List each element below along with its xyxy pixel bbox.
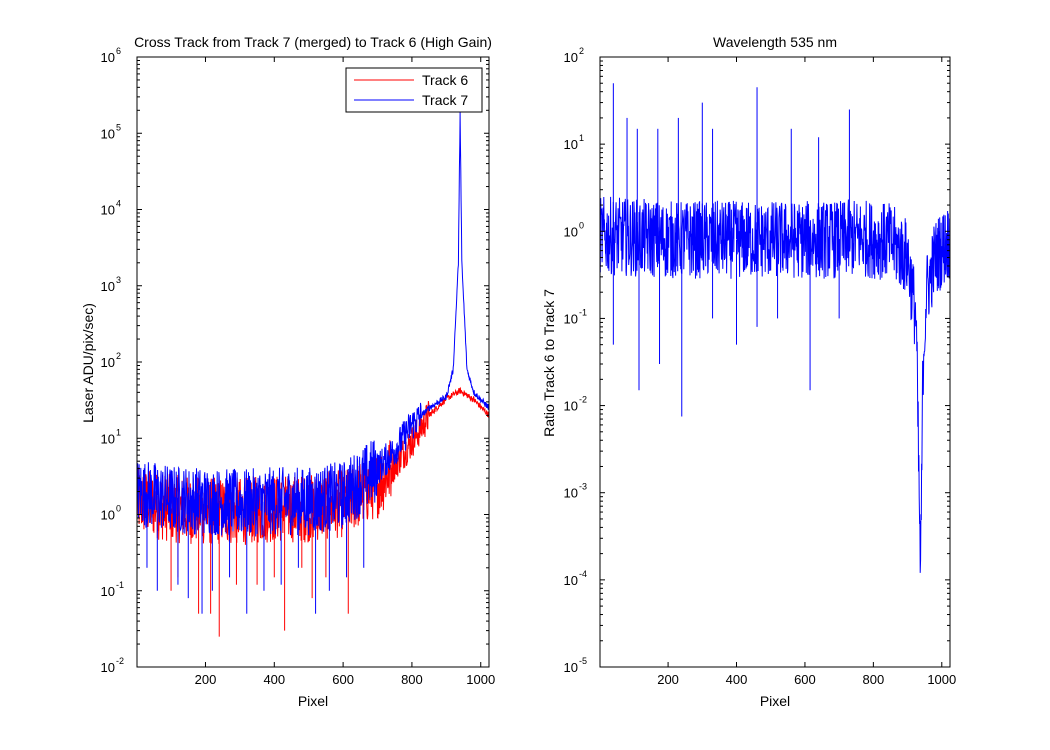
y-tick-label: 10 xyxy=(101,279,115,294)
y-tick-label: 10 xyxy=(564,573,578,588)
x-tick-label: 600 xyxy=(794,672,816,687)
y-axis-label: Ratio Track 6 to Track 7 xyxy=(541,289,557,437)
x-tick-label: 600 xyxy=(332,672,354,687)
y-tick-label: 10 xyxy=(101,50,115,65)
y-tick-exponent: 2 xyxy=(579,46,584,56)
y-tick-label: 10 xyxy=(564,486,578,501)
y-tick-label: 10 xyxy=(101,355,115,370)
legend-label: Track 6 xyxy=(422,72,468,88)
chart-title: Cross Track from Track 7 (merged) to Tra… xyxy=(134,34,492,50)
cross-track-chart: Cross Track from Track 7 (merged) to Tra… xyxy=(80,34,495,709)
y-tick-label: 10 xyxy=(564,311,578,326)
legend-label: Track 7 xyxy=(422,92,468,108)
x-axis-label: Pixel xyxy=(298,693,328,709)
x-tick-label: 400 xyxy=(726,672,748,687)
x-tick-label: 400 xyxy=(263,672,285,687)
x-tick-label: 800 xyxy=(401,672,423,687)
y-tick-label: 10 xyxy=(564,660,578,675)
series-group xyxy=(137,112,489,637)
y-tick-label: 10 xyxy=(101,508,115,523)
legend-box xyxy=(345,67,483,113)
y-tick-label: 10 xyxy=(101,126,115,141)
y-tick-exponent: 4 xyxy=(116,199,121,209)
y-tick-exponent: -1 xyxy=(579,307,587,317)
x-tick-label: 200 xyxy=(195,672,217,687)
x-tick-label: 1000 xyxy=(466,672,495,687)
y-tick-exponent: 1 xyxy=(579,133,584,143)
y-tick-label: 10 xyxy=(101,431,115,446)
y-tick-exponent: 1 xyxy=(116,427,121,437)
y-tick-exponent: 6 xyxy=(116,46,121,56)
y-tick-exponent: 2 xyxy=(116,351,121,361)
y-tick-label: 10 xyxy=(564,224,578,239)
series-group xyxy=(600,83,950,573)
y-tick-exponent: -5 xyxy=(579,656,587,666)
x-tick-label: 800 xyxy=(863,672,885,687)
x-axis-label: Pixel xyxy=(760,693,790,709)
y-tick-label: 10 xyxy=(564,399,578,414)
y-tick-exponent: -4 xyxy=(579,569,587,579)
ratio-chart: Wavelength 535 nm Pixel Ratio Track 6 to… xyxy=(541,34,956,709)
y-tick-exponent: -2 xyxy=(116,656,124,666)
y-tick-label: 10 xyxy=(101,203,115,218)
y-tick-exponent: 5 xyxy=(116,122,121,132)
legend: Track 6 Track 7 xyxy=(345,67,483,113)
series-line-2 xyxy=(137,112,489,537)
x-tick-label: 1000 xyxy=(927,672,956,687)
y-tick-label: 10 xyxy=(564,137,578,152)
y-axis-label: Laser ADU/pix/sec) xyxy=(80,303,96,423)
y-tick-exponent: -2 xyxy=(579,395,587,405)
y-tick-exponent: -3 xyxy=(579,482,587,492)
series-line-1 xyxy=(600,196,950,573)
y-tick-exponent: 0 xyxy=(579,220,584,230)
y-tick-label: 10 xyxy=(564,50,578,65)
y-tick-exponent: -1 xyxy=(116,580,124,590)
plot-area xyxy=(137,57,489,667)
y-tick-exponent: 0 xyxy=(116,504,121,514)
plot-area xyxy=(600,57,950,667)
y-tick-label: 10 xyxy=(101,584,115,599)
chart-title: Wavelength 535 nm xyxy=(713,34,837,50)
x-tick-label: 200 xyxy=(657,672,679,687)
y-tick-exponent: 3 xyxy=(116,275,121,285)
plot-frame xyxy=(599,56,951,668)
y-tick-label: 10 xyxy=(101,660,115,675)
